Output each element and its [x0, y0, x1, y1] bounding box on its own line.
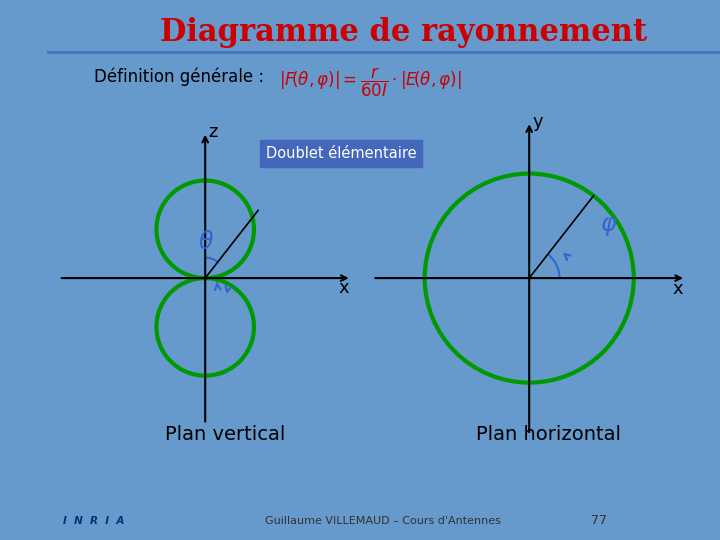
Text: $\varphi$: $\varphi$: [600, 215, 618, 238]
Text: $\left|F\!\left(\theta,\varphi\right)\right|=\dfrac{r}{60I}\cdot\left|E\!\left(\: $\left|F\!\left(\theta,\varphi\right)\ri…: [279, 66, 462, 99]
Text: Guillaume VILLEMAUD – Cours d'Antennes: Guillaume VILLEMAUD – Cours d'Antennes: [266, 516, 501, 525]
Text: 77: 77: [591, 514, 607, 527]
Text: x: x: [672, 280, 683, 298]
Text: y: y: [532, 112, 543, 131]
Text: Plan vertical: Plan vertical: [165, 424, 285, 443]
Text: Doublet élémentaire: Doublet élémentaire: [266, 146, 416, 161]
Text: Définition générale :: Définition générale :: [94, 68, 264, 86]
Text: $\theta$: $\theta$: [199, 231, 215, 254]
Text: z: z: [208, 123, 217, 140]
Text: x: x: [338, 279, 349, 297]
Text: Plan horizontal: Plan horizontal: [476, 424, 621, 443]
Text: I  N  R  I  A: I N R I A: [63, 516, 125, 525]
Text: Diagramme de rayonnement: Diagramme de rayonnement: [160, 17, 647, 49]
